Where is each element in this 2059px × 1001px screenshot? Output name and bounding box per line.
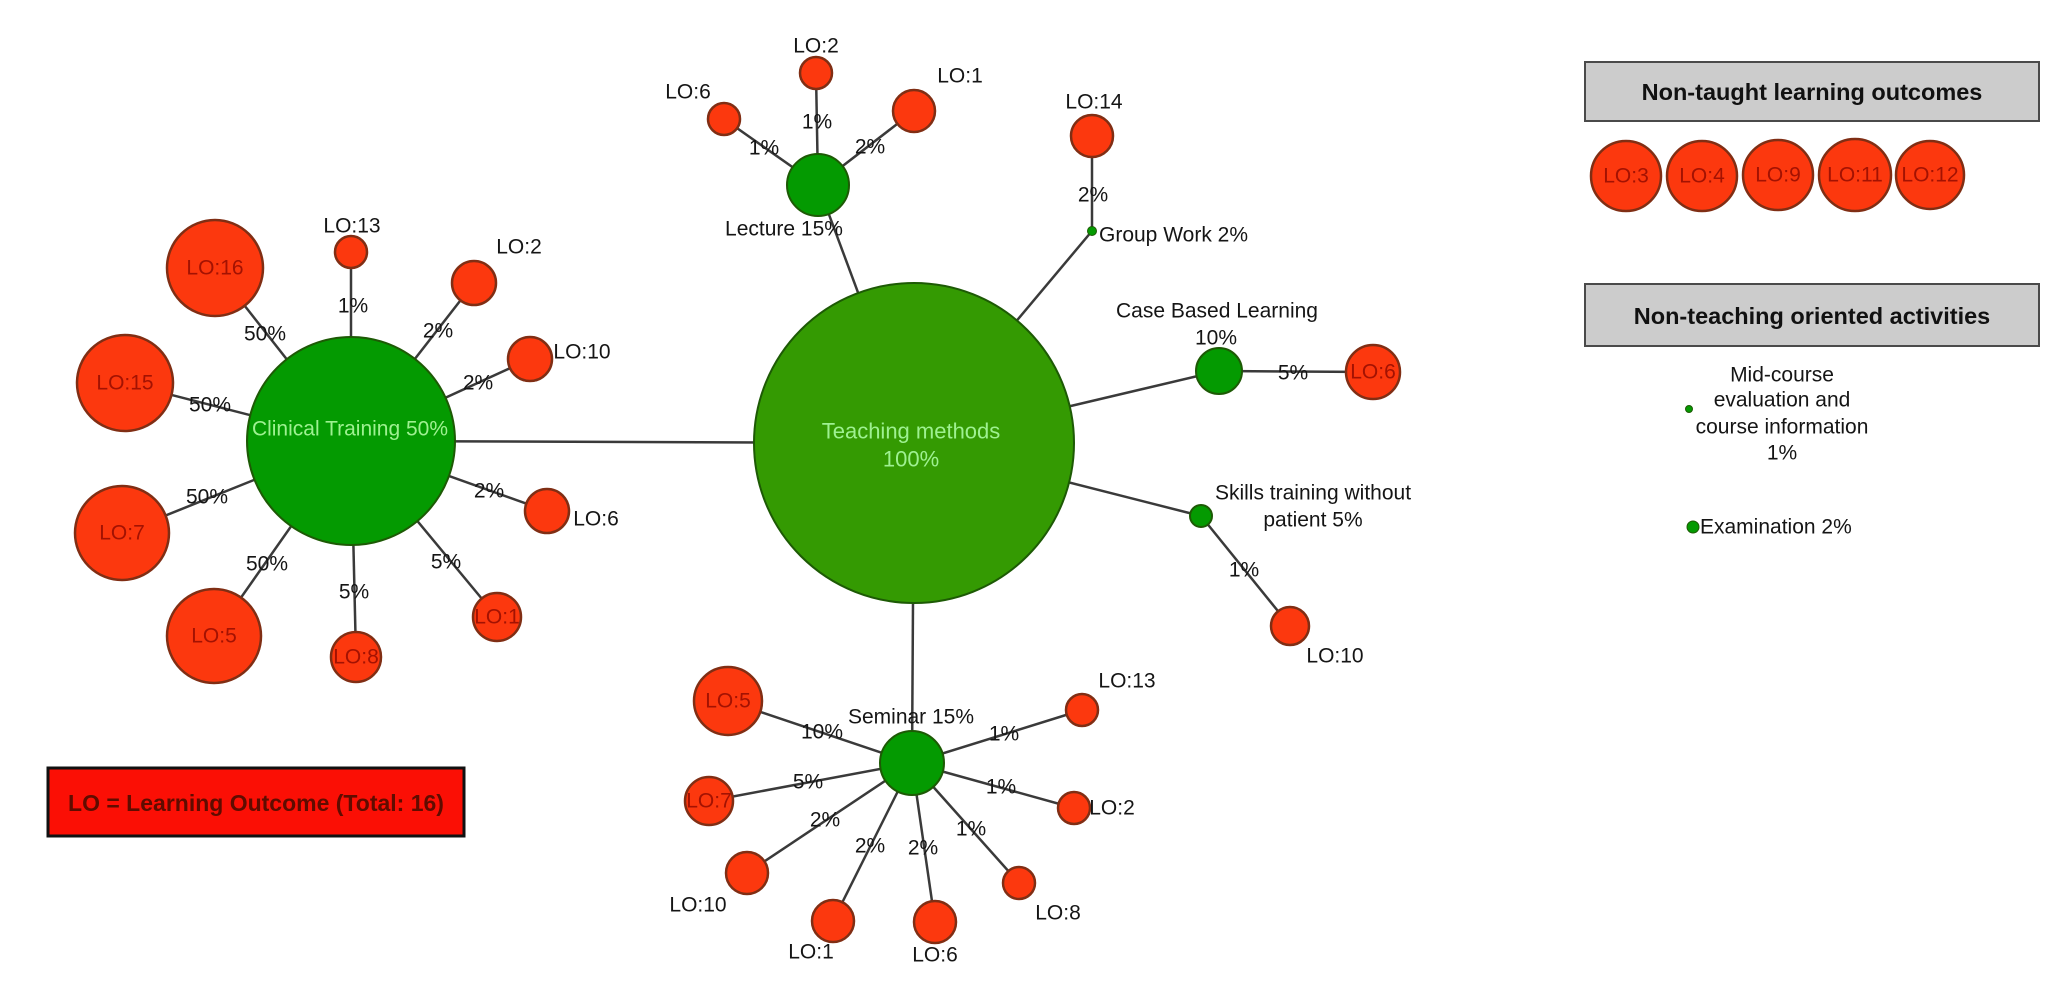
- svg-text:2%: 2%: [463, 372, 493, 395]
- svg-text:LO:2: LO:2: [793, 35, 839, 58]
- svg-text:2%: 2%: [855, 136, 885, 159]
- svg-text:1%: 1%: [989, 723, 1019, 746]
- svg-text:50%: 50%: [244, 323, 286, 346]
- svg-text:LO:6: LO:6: [1350, 361, 1396, 384]
- svg-text:Examination 2%: Examination 2%: [1700, 516, 1852, 539]
- svg-text:Non-taught learning outcomes: Non-taught learning outcomes: [1642, 79, 1983, 105]
- svg-text:10%: 10%: [801, 721, 843, 744]
- svg-text:10%: 10%: [1195, 327, 1237, 350]
- svg-text:patient 5%: patient 5%: [1263, 509, 1362, 532]
- svg-text:Case Based Learning: Case Based Learning: [1116, 300, 1318, 323]
- svg-text:LO:7: LO:7: [99, 522, 145, 545]
- svg-text:LO:14: LO:14: [1065, 91, 1123, 114]
- svg-text:LO:3: LO:3: [1603, 165, 1649, 188]
- svg-text:Seminar 15%: Seminar 15%: [848, 706, 974, 729]
- svg-text:LO = Learning Outcome (Total:: LO = Learning Outcome (Total: 16): [68, 790, 444, 816]
- svg-text:LO:1: LO:1: [788, 941, 834, 964]
- svg-text:2%: 2%: [423, 320, 453, 343]
- svg-text:LO:11: LO:11: [1827, 164, 1883, 187]
- svg-text:1%: 1%: [802, 111, 832, 134]
- svg-text:LO:1: LO:1: [474, 606, 520, 629]
- svg-text:50%: 50%: [186, 486, 228, 509]
- svg-text:LO:5: LO:5: [705, 690, 751, 713]
- svg-text:1%: 1%: [1229, 559, 1259, 582]
- svg-text:50%: 50%: [246, 553, 288, 576]
- svg-text:LO:2: LO:2: [1089, 797, 1135, 820]
- svg-text:100%: 100%: [883, 447, 939, 472]
- svg-text:LO:5: LO:5: [191, 625, 237, 648]
- svg-text:2%: 2%: [1078, 184, 1108, 207]
- svg-text:2%: 2%: [474, 480, 504, 503]
- svg-text:LO:7: LO:7: [686, 790, 732, 813]
- svg-text:LO:9: LO:9: [1755, 164, 1801, 187]
- svg-text:LO:4: LO:4: [1679, 165, 1725, 188]
- svg-text:LO:10: LO:10: [553, 341, 610, 364]
- svg-text:LO:15: LO:15: [96, 372, 153, 395]
- svg-text:Mid-course: Mid-course: [1730, 364, 1834, 387]
- svg-text:1%: 1%: [338, 295, 368, 318]
- svg-text:2%: 2%: [908, 837, 938, 860]
- svg-text:2%: 2%: [810, 809, 840, 832]
- svg-text:LO:2: LO:2: [496, 236, 542, 259]
- svg-text:50%: 50%: [189, 394, 231, 417]
- svg-text:LO:8: LO:8: [333, 646, 379, 669]
- svg-text:5%: 5%: [793, 771, 823, 794]
- svg-text:1%: 1%: [749, 137, 779, 160]
- svg-text:Group Work 2%: Group Work 2%: [1099, 224, 1248, 247]
- svg-text:LO:6: LO:6: [665, 81, 711, 104]
- svg-text:LO:1: LO:1: [937, 65, 983, 88]
- svg-text:Teaching methods: Teaching methods: [822, 419, 1001, 444]
- svg-text:LO:10: LO:10: [1306, 645, 1363, 668]
- svg-text:LO:13: LO:13: [1098, 670, 1155, 693]
- svg-text:course information: course information: [1696, 416, 1869, 439]
- svg-text:evaluation and: evaluation and: [1714, 389, 1851, 412]
- svg-text:1%: 1%: [956, 818, 986, 841]
- svg-text:1%: 1%: [1767, 442, 1797, 465]
- svg-text:5%: 5%: [431, 551, 461, 574]
- svg-text:1%: 1%: [986, 776, 1016, 799]
- svg-text:LO:6: LO:6: [912, 944, 958, 967]
- svg-text:5%: 5%: [339, 581, 369, 604]
- svg-text:LO:8: LO:8: [1035, 902, 1081, 925]
- svg-text:LO:13: LO:13: [323, 215, 380, 238]
- svg-text:Non-teaching oriented activiti: Non-teaching oriented activities: [1634, 303, 1990, 329]
- svg-text:LO:6: LO:6: [573, 508, 619, 531]
- svg-text:LO:12: LO:12: [1901, 164, 1958, 187]
- svg-text:Lecture 15%: Lecture 15%: [725, 218, 843, 241]
- svg-text:Skills training without: Skills training without: [1215, 482, 1411, 505]
- svg-text:5%: 5%: [1278, 362, 1308, 385]
- svg-text:Clinical Training 50%: Clinical Training 50%: [252, 418, 448, 441]
- svg-text:LO:10: LO:10: [669, 894, 726, 917]
- svg-text:2%: 2%: [855, 835, 885, 858]
- svg-text:LO:16: LO:16: [186, 257, 243, 280]
